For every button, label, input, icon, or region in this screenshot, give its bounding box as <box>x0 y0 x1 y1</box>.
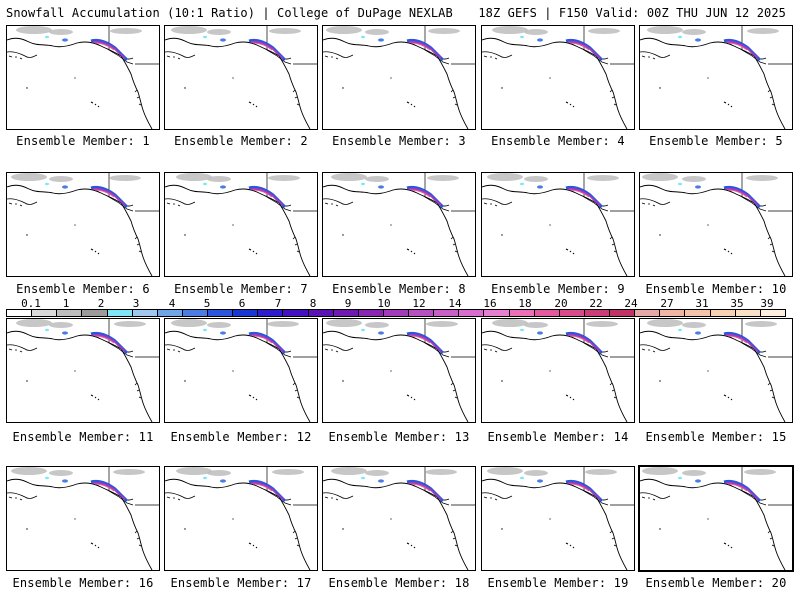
ensemble-member-map[interactable] <box>481 318 635 423</box>
ensemble-member-map[interactable] <box>322 318 476 423</box>
ensemble-member-caption: Ensemble Member: 8 <box>332 282 466 296</box>
colorbar-swatch <box>760 310 785 316</box>
colorbar-tick-label: 22 <box>589 297 603 310</box>
colorbar-tick-label: 5 <box>203 297 211 310</box>
colorbar-tick-label: 27 <box>660 297 674 310</box>
ensemble-member-caption: Ensemble Member: 11 <box>12 430 154 444</box>
colorbar-swatch <box>685 310 711 316</box>
ensemble-member-map[interactable] <box>639 172 793 277</box>
ensemble-member-map[interactable] <box>639 318 793 423</box>
colorbar-tick-label: 10 <box>377 297 391 310</box>
colorbar-swatch <box>182 310 208 316</box>
ensemble-member-map[interactable] <box>6 466 160 571</box>
colorbar-swatch <box>333 310 359 316</box>
colorbar-swatch <box>57 310 83 316</box>
colorbar-swatch <box>308 310 334 316</box>
ensemble-member-map[interactable] <box>639 25 793 130</box>
colorbar-swatch <box>735 310 761 316</box>
colorbar-swatch <box>584 310 610 316</box>
colorbar-swatch <box>157 310 183 316</box>
colorbar-swatch <box>409 310 435 316</box>
snowfall-colorbar <box>6 309 786 317</box>
ensemble-member-map[interactable] <box>481 172 635 277</box>
ensemble-member-caption: Ensemble Member: 10 <box>645 282 787 296</box>
colorbar-swatch <box>434 310 460 316</box>
ensemble-member-caption: Ensemble Member: 15 <box>645 430 787 444</box>
colorbar-tick-label: 4 <box>168 297 176 310</box>
ensemble-member-map[interactable] <box>322 172 476 277</box>
colorbar-swatch <box>258 310 284 316</box>
colorbar-tick-label: 35 <box>730 297 744 310</box>
run-valid-time: 18Z GEFS | F150 Valid: 00Z THU JUN 12 20… <box>478 6 786 20</box>
colorbar-swatch <box>233 310 259 316</box>
map-title: Snowfall Accumulation (10:1 Ratio) | Col… <box>6 6 453 20</box>
ensemble-member-map[interactable] <box>164 318 318 423</box>
colorbar-swatch <box>660 310 686 316</box>
colorbar-swatch <box>358 310 384 316</box>
ensemble-member-map[interactable] <box>6 25 160 130</box>
colorbar-tick-label: 1 <box>62 297 70 310</box>
ensemble-member-caption: Ensemble Member: 6 <box>16 282 150 296</box>
ensemble-member-caption: Ensemble Member: 3 <box>332 134 466 148</box>
colorbar-tick-label: 16 <box>483 297 497 310</box>
colorbar-swatch <box>383 310 409 316</box>
colorbar-swatch <box>610 310 636 316</box>
colorbar-tick-label: 14 <box>448 297 462 310</box>
colorbar-swatch <box>484 310 510 316</box>
ensemble-member-map[interactable] <box>6 172 160 277</box>
colorbar-tick-label: 3 <box>132 297 140 310</box>
colorbar-tick-label: 31 <box>695 297 709 310</box>
colorbar-tick-label: 12 <box>412 297 426 310</box>
ensemble-member-map[interactable] <box>164 172 318 277</box>
ensemble-member-caption: Ensemble Member: 18 <box>328 576 470 590</box>
ensemble-member-caption: Ensemble Member: 14 <box>487 430 629 444</box>
ensemble-member-caption: Ensemble Member: 16 <box>12 576 154 590</box>
ensemble-member-caption: Ensemble Member: 17 <box>170 576 312 590</box>
colorbar-swatch <box>132 310 158 316</box>
ensemble-member-map[interactable] <box>481 466 635 571</box>
colorbar-swatch <box>7 310 33 316</box>
colorbar-tick-label: 20 <box>554 297 568 310</box>
colorbar-tick-label: 18 <box>518 297 532 310</box>
colorbar-swatch <box>82 310 108 316</box>
colorbar-swatch <box>208 310 234 316</box>
ensemble-member-map[interactable] <box>481 25 635 130</box>
colorbar-tick-label: 9 <box>344 297 352 310</box>
ensemble-member-map[interactable] <box>322 466 476 571</box>
ensemble-member-map[interactable] <box>164 25 318 130</box>
ensemble-member-caption: Ensemble Member: 13 <box>328 430 470 444</box>
ensemble-member-caption: Ensemble Member: 2 <box>174 134 308 148</box>
colorbar-swatch <box>509 310 535 316</box>
colorbar-tick-label: 39 <box>760 297 774 310</box>
colorbar-swatch <box>635 310 661 316</box>
ensemble-member-caption: Ensemble Member: 9 <box>491 282 625 296</box>
colorbar-swatch <box>534 310 560 316</box>
ensemble-member-map[interactable] <box>6 318 160 423</box>
colorbar-swatch <box>559 310 585 316</box>
ensemble-member-caption: Ensemble Member: 12 <box>170 430 312 444</box>
ensemble-member-caption: Ensemble Member: 1 <box>16 134 150 148</box>
colorbar-tick-label: 8 <box>309 297 317 310</box>
ensemble-member-caption: Ensemble Member: 5 <box>649 134 783 148</box>
colorbar-tick-label: 7 <box>274 297 282 310</box>
ensemble-member-map[interactable] <box>164 466 318 571</box>
colorbar-tick-label: 6 <box>238 297 246 310</box>
ensemble-member-map[interactable] <box>322 25 476 130</box>
ensemble-member-map[interactable] <box>638 465 794 572</box>
colorbar-swatch <box>710 310 736 316</box>
colorbar-swatch <box>283 310 309 316</box>
colorbar-tick-label: 2 <box>97 297 105 310</box>
colorbar-swatch <box>459 310 485 316</box>
ensemble-member-caption: Ensemble Member: 7 <box>174 282 308 296</box>
ensemble-member-caption: Ensemble Member: 4 <box>491 134 625 148</box>
ensemble-member-caption: Ensemble Member: 20 <box>645 576 787 590</box>
colorbar-swatch <box>32 310 58 316</box>
colorbar-swatch <box>107 310 133 316</box>
colorbar-tick-label: 24 <box>624 297 638 310</box>
ensemble-member-caption: Ensemble Member: 19 <box>487 576 629 590</box>
colorbar-tick-label: 0.1 <box>21 297 41 310</box>
